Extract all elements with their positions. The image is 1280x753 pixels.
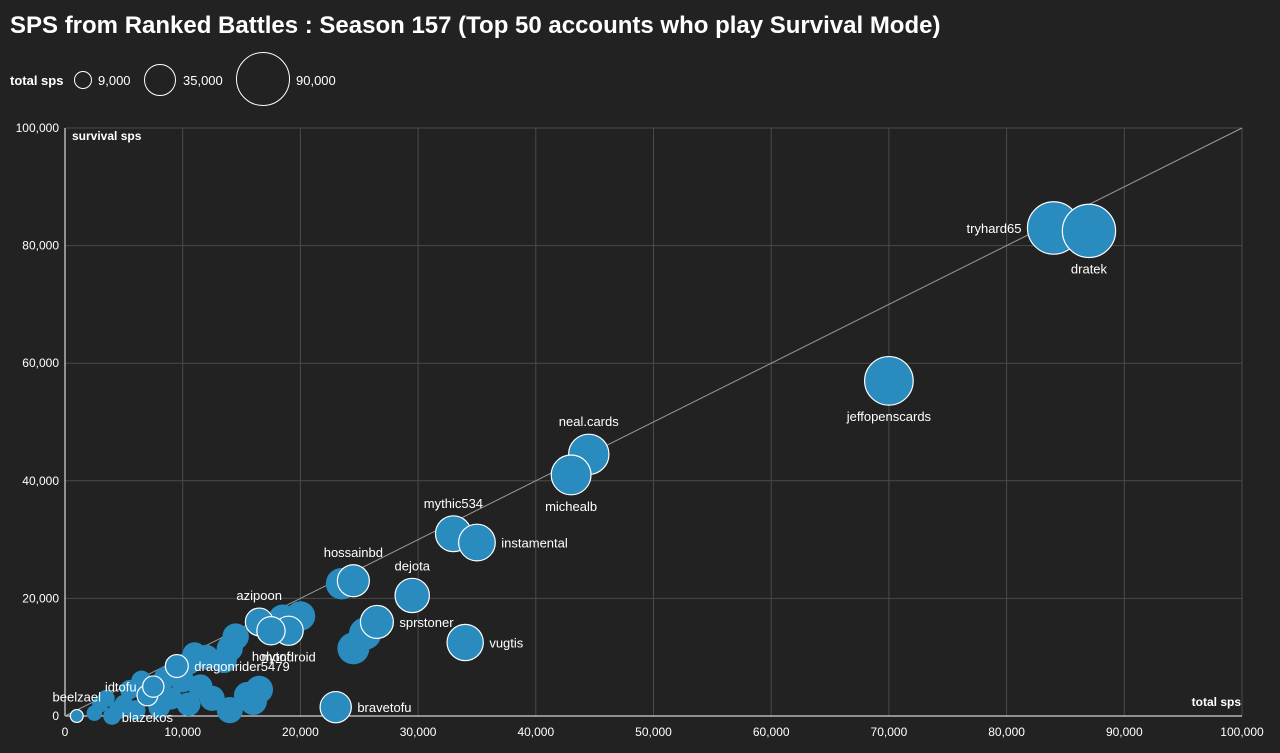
bubble-bravetofu — [319, 690, 352, 724]
x-tick-label: 10,000 — [164, 725, 201, 739]
bubble — [103, 707, 121, 725]
point-label-mythic534: mythic534 — [424, 496, 483, 511]
x-tick-label: 0 — [62, 725, 69, 739]
point-label-neal.cards: neal.cards — [559, 414, 619, 429]
point-label-instamental: instamental — [501, 536, 568, 551]
legend-label-medium: 35,000 — [183, 73, 223, 88]
bubble — [125, 700, 146, 721]
point-label-dejota: dejota — [395, 558, 431, 573]
x-tick-label: 50,000 — [635, 725, 672, 739]
bubble — [239, 687, 268, 715]
bubble-hossainbd — [336, 564, 370, 598]
size-legend: total sps 9,000 35,000 90,000 — [10, 50, 410, 110]
point-label-bravetofu: bravetofu — [357, 700, 411, 715]
point-label-jeffopenscards: jeffopenscards — [846, 409, 932, 424]
bubble-michealb — [550, 454, 592, 496]
bubble — [120, 679, 140, 700]
point-label-dragonrider5479: dragonrider5479 — [194, 659, 289, 674]
point-label-vugtis: vugtis — [489, 636, 523, 651]
bubble-beelzael — [69, 708, 84, 724]
point-label-michealb: michealb — [545, 499, 597, 514]
point-labels: tryhard65 dratek jeffopenscards neal.cards m… — [53, 221, 1108, 725]
bubble-dragonrider5479 — [164, 653, 189, 679]
y-tick-label: 0 — [52, 709, 59, 723]
point-label-azipoon: azipoon — [236, 588, 282, 603]
point-label-dratek: dratek — [1071, 262, 1108, 277]
legend-circle-large — [236, 52, 290, 106]
x-tick-label: 60,000 — [753, 725, 790, 739]
bubble — [86, 705, 103, 721]
point-label-tryhard65: tryhard65 — [967, 221, 1022, 236]
legend-circle-medium — [144, 64, 176, 96]
point-label-hossainbd: hossainbd — [324, 545, 383, 560]
bubbles — [69, 201, 1117, 725]
bubble-idtofu — [142, 675, 165, 698]
x-tick-label: 40,000 — [517, 725, 554, 739]
bubble-jeffopenscards — [864, 355, 914, 406]
x-tick-label: 30,000 — [400, 725, 437, 739]
point-label-sprstoner: sprstoner — [399, 615, 454, 630]
grid-lines — [64, 127, 1243, 717]
bubble-instamental — [458, 523, 496, 562]
y-tick-label: 20,000 — [22, 591, 59, 605]
y-tick-label: 80,000 — [22, 239, 59, 253]
bubble — [176, 692, 201, 717]
point-label-beelzael: beelzael — [53, 690, 102, 705]
y-tick-label: 100,000 — [16, 121, 60, 135]
y-tick-label: 60,000 — [22, 356, 59, 370]
bubble-holytofu — [256, 615, 286, 646]
legend-label-large: 90,000 — [296, 73, 336, 88]
y-axis-title: survival sps — [72, 129, 142, 143]
point-label-mondroid: mondroid — [262, 649, 316, 664]
tick-labels: 0 10,000 20,000 30,000 40,000 50,000 60,000 70,… — [16, 121, 1264, 739]
x-tick-label: 90,000 — [1106, 725, 1143, 739]
bubble — [216, 697, 243, 724]
point-label-idtofu: idtofu — [105, 680, 137, 695]
legend-circle-small — [74, 71, 92, 89]
x-tick-label: 20,000 — [282, 725, 319, 739]
legend-label-small: 9,000 — [98, 73, 131, 88]
point-label-holytofu: holytof — [252, 649, 291, 664]
bubble-dejota — [394, 577, 430, 614]
x-tick-label: 100,000 — [1220, 725, 1264, 739]
chart-title: SPS from Ranked Battles : Season 157 (To… — [10, 12, 941, 39]
bubble-sprstoner — [359, 604, 394, 640]
point-label-blazekos: blazekos — [122, 710, 174, 725]
y-tick-label: 40,000 — [22, 474, 59, 488]
x-tick-label: 70,000 — [871, 725, 908, 739]
x-tick-label: 80,000 — [988, 725, 1025, 739]
bubble-dratek — [1061, 203, 1117, 259]
bubble-vugtis — [446, 623, 484, 662]
legend-title: total sps — [10, 73, 64, 88]
x-axis-title: total sps — [1192, 695, 1242, 709]
